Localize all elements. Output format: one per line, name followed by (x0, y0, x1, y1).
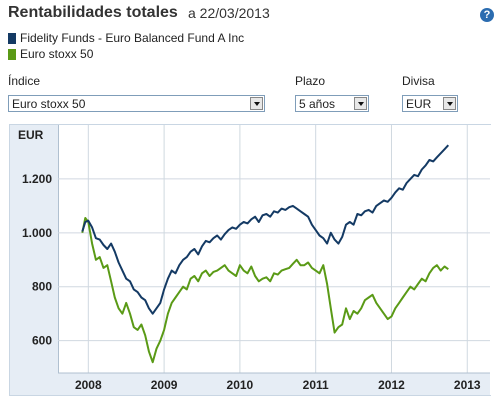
plot-area (58, 125, 491, 395)
help-icon[interactable]: ? (480, 8, 494, 22)
performance-chart: 600 800 1.000 1.200 2008 2009 2010 2011 2012 2013… (9, 124, 491, 396)
x-tick-label: 2012 (378, 378, 405, 392)
header: Rentabilidades totales a 22/03/2013 ? (8, 4, 494, 24)
series-line-index (81, 217, 449, 364)
y-axis-panel (10, 125, 58, 395)
legend-swatch-index (8, 49, 16, 60)
x-tick-label: 2011 (303, 378, 329, 392)
x-tick-label: 2009 (151, 378, 178, 392)
legend-swatch-fund (8, 33, 16, 44)
index-select-value: Euro stoxx 50 (12, 97, 86, 111)
chart-svg: 600 800 1.000 1.200 2008 2009 2010 2011 2012 2013… (18, 125, 490, 395)
chevron-down-icon[interactable] (443, 97, 456, 110)
x-axis-panel (58, 373, 490, 395)
currency-select[interactable]: EUR (402, 95, 458, 112)
series-line-fund (81, 144, 450, 315)
term-select-value: 5 años (299, 97, 336, 111)
currency-select-value: EUR (406, 97, 432, 111)
page-title: Rentabilidades totales (8, 4, 178, 21)
chevron-down-icon[interactable] (354, 97, 367, 110)
chevron-down-icon[interactable] (250, 97, 263, 110)
index-select[interactable]: Euro stoxx 50 (8, 95, 265, 112)
term-select[interactable]: 5 años (295, 95, 369, 112)
y-tick-label: 1.000 (22, 226, 52, 240)
x-tick-label: 2010 (227, 378, 254, 392)
y-axis-label: EUR (18, 128, 44, 142)
x-tick-label: 2008 (75, 378, 102, 392)
legend-label-fund: Fidelity Funds - Euro Balanced Fund A In… (20, 31, 245, 45)
date-subtitle: a 22/03/2013 (188, 5, 270, 21)
y-tick-label: 1.200 (22, 172, 52, 186)
currency-label: Divisa (402, 74, 435, 88)
x-tick-label: 2013 (454, 378, 481, 392)
index-label: Índice (8, 74, 41, 88)
term-label: Plazo (295, 74, 326, 88)
y-tick-label: 800 (32, 280, 52, 294)
legend-label-index: Euro stoxx 50 (20, 47, 94, 61)
y-tick-label: 600 (32, 334, 52, 348)
